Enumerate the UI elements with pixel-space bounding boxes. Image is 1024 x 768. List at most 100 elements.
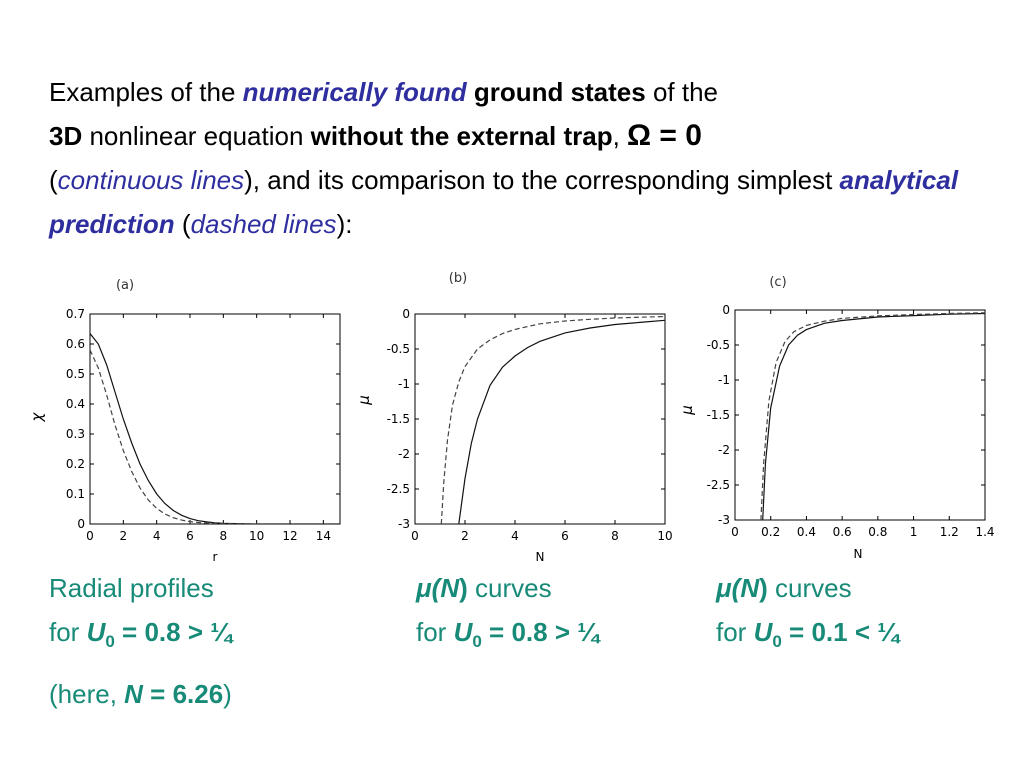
- y-tick-label: 0: [77, 517, 85, 531]
- panel-label: (c): [769, 275, 786, 290]
- heading-without-trap: without the external trap: [310, 121, 613, 151]
- series-line-dashed: [760, 312, 985, 520]
- x-tick-label: 2: [461, 529, 469, 543]
- heading-analytical-prediction: analytical prediction: [49, 165, 959, 239]
- y-tick-label: -1: [718, 373, 730, 387]
- x-tick-label: 10: [657, 529, 672, 543]
- caption-u: U: [86, 617, 106, 647]
- caption-value: = 0.8 > ¼: [114, 617, 232, 647]
- series-line-dashed: [90, 349, 340, 524]
- heading-text: Examples of the: [49, 77, 243, 107]
- caption-mu: μ(: [416, 573, 441, 603]
- heading-continuous-lines: continuous lines: [57, 165, 245, 195]
- panel-label: (b): [449, 271, 467, 286]
- x-tick-label: 0: [411, 529, 419, 543]
- y-tick-label: -3: [718, 513, 730, 527]
- chart-c: (c) 0 0.2 0.4 0.6 0.8 1 1.2 1.4 0 -0.5 -1 -1.5 -2 -2.5…: [678, 262, 1000, 565]
- caption-b: μ(N) curves for U0 = 0.8 > ¼: [416, 566, 599, 664]
- heading-ground-states: ground states: [473, 77, 646, 107]
- y-tick-label: -2.5: [387, 482, 410, 496]
- caption-mu: μ(: [716, 573, 741, 603]
- caption-text: curves: [467, 573, 552, 603]
- caption-a-line3: (here, N = 6.26): [49, 672, 232, 716]
- plot-frame: [89, 313, 341, 525]
- heading-omega: Ω = 0: [627, 119, 702, 152]
- y-tick-label: -2: [398, 447, 410, 461]
- x-tick-label: 1.2: [940, 525, 959, 539]
- x-tick-label: 1.4: [975, 525, 994, 539]
- caption-value: = 0.8 > ¼: [481, 617, 599, 647]
- x-tick-label: 10: [249, 529, 264, 543]
- caption-paren: ): [459, 573, 468, 603]
- y-tick-label: -2.5: [707, 478, 730, 492]
- y-tick-label: -1: [398, 377, 410, 391]
- x-axis-label: r: [213, 550, 218, 564]
- x-tick-label: 12: [282, 529, 297, 543]
- x-tick-label: 4: [153, 529, 161, 543]
- y-tick-label: -3: [398, 517, 410, 531]
- caption-c-line2: for U0 = 0.1 < ¼: [716, 610, 899, 664]
- chart-b-svg: (b) 0 2 4 6 8 10 0 -0.5 -1 -1.5 -2 -2.5 -3 Nμ: [355, 271, 673, 564]
- x-tick-label: 0.8: [868, 525, 887, 539]
- heading-numerically-found: numerically found: [242, 77, 467, 107]
- caption-text: for: [716, 617, 754, 647]
- series-line-solid: [762, 312, 985, 520]
- y-tick-label: 0.3: [66, 427, 85, 441]
- heading-text: nonlinear equation: [82, 121, 311, 151]
- chart-a: (a) 0 2 4 6 8 10 12 14 0 0.1 0.2 0.3 0.4 0.5 0.6 0.7 r χ: [28, 265, 350, 565]
- caption-text: curves: [767, 573, 852, 603]
- heading-text: [467, 77, 474, 107]
- caption-sub: 0: [472, 632, 482, 652]
- y-tick-label: -2: [718, 443, 730, 457]
- panel-label: (a): [116, 278, 134, 293]
- caption-value: = 6.26: [142, 679, 224, 710]
- y-tick-label: 0.2: [66, 457, 85, 471]
- y-axis-label: μ: [678, 405, 696, 416]
- x-tick-label: 6: [186, 529, 194, 543]
- y-tick-label: 0.7: [66, 307, 85, 321]
- x-tick-label: 0.2: [761, 525, 780, 539]
- caption-a-line1: Radial profiles: [49, 573, 214, 603]
- x-tick-label: 0.6: [833, 525, 852, 539]
- x-tick-label: 1: [910, 525, 918, 539]
- heading-paragraph: Examples of the numerically found ground…: [49, 70, 989, 246]
- caption-text: (here,: [49, 679, 125, 710]
- caption-n: N: [440, 573, 460, 603]
- y-tick-label: 0.6: [66, 337, 85, 351]
- y-axis-label: μ: [355, 395, 373, 406]
- x-tick-label: 4: [511, 529, 519, 543]
- caption-n: N: [740, 573, 760, 603]
- caption-b-line1: μ(N) curves: [416, 566, 599, 610]
- y-tick-label: 0.4: [66, 397, 85, 411]
- heading-text: of the: [645, 77, 719, 107]
- caption-paren: ): [759, 573, 768, 603]
- heading-text: (: [174, 209, 191, 239]
- y-tick-label: -0.5: [707, 338, 730, 352]
- caption-text: for: [416, 617, 454, 647]
- caption-a-line2: for U0 = 0.8 > ¼: [49, 610, 232, 664]
- series-line-dashed: [440, 315, 665, 524]
- x-tick-label: 14: [316, 529, 331, 543]
- heading-text: ,: [612, 121, 628, 151]
- x-tick-label: 6: [561, 529, 569, 543]
- series-line-solid: [90, 333, 340, 524]
- heading-dashed-lines: dashed lines: [190, 209, 337, 239]
- x-axis-label: N: [536, 550, 545, 564]
- chart-c-svg: (c) 0 0.2 0.4 0.6 0.8 1 1.2 1.4 0 -0.5 -1 -1.5 -2 -2.5…: [678, 275, 995, 561]
- caption-sub: 0: [105, 632, 115, 652]
- caption-u: U: [453, 617, 473, 647]
- x-tick-label: 8: [220, 529, 228, 543]
- y-tick-label: 0: [402, 307, 410, 321]
- y-axis-label: χ: [28, 411, 46, 422]
- caption-n: N: [124, 679, 143, 710]
- series-line-solid: [458, 319, 665, 524]
- x-tick-label: 0: [86, 529, 94, 543]
- heading-text: ), and its comparison to the correspondi…: [244, 165, 840, 195]
- caption-c-line1: μ(N) curves: [716, 566, 899, 610]
- caption-b-line2: for U0 = 0.8 > ¼: [416, 610, 599, 664]
- y-tick-label: 0.5: [66, 367, 85, 381]
- heading-3d: 3D: [49, 121, 83, 151]
- caption-u: U: [753, 617, 773, 647]
- caption-a: Radial profiles for U0 = 0.8 > ¼ (here, …: [49, 566, 232, 716]
- x-tick-label: 2: [120, 529, 128, 543]
